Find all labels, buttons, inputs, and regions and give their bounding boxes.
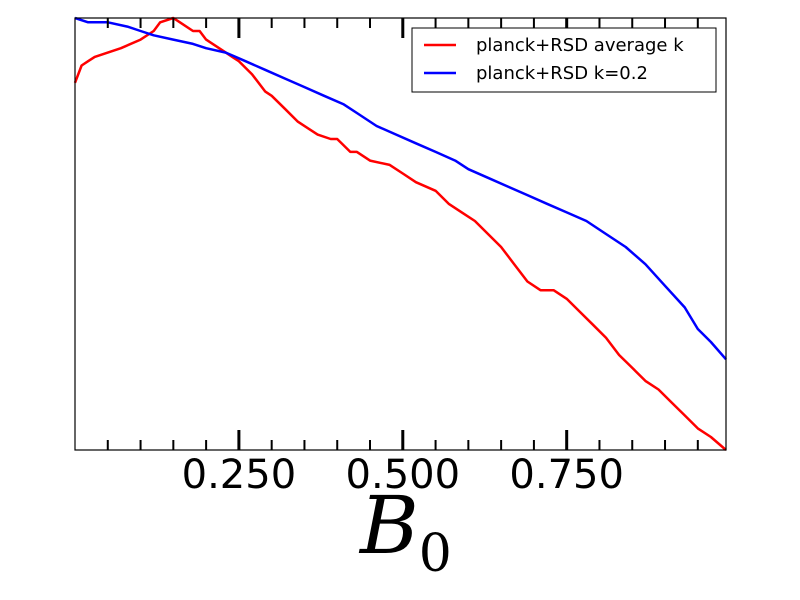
x-tick-label: 0.500 bbox=[346, 452, 461, 498]
legend: planck+RSD average k planck+RSD k=0.2 bbox=[411, 27, 717, 93]
x-axis-label: B0 bbox=[358, 479, 452, 584]
x-tick-label: 0.750 bbox=[509, 452, 624, 498]
plot-frame bbox=[74, 17, 727, 451]
legend-label-k-0-2: planck+RSD k=0.2 bbox=[476, 63, 648, 84]
x-tick-label: 0.250 bbox=[182, 452, 297, 498]
legend-label-average-k: planck+RSD average k bbox=[476, 35, 684, 56]
legend-box bbox=[411, 27, 717, 93]
tick-layer: 0.250 0.500 0.750 bbox=[106, 18, 699, 498]
series-line-k-0-2 bbox=[74, 16, 727, 361]
